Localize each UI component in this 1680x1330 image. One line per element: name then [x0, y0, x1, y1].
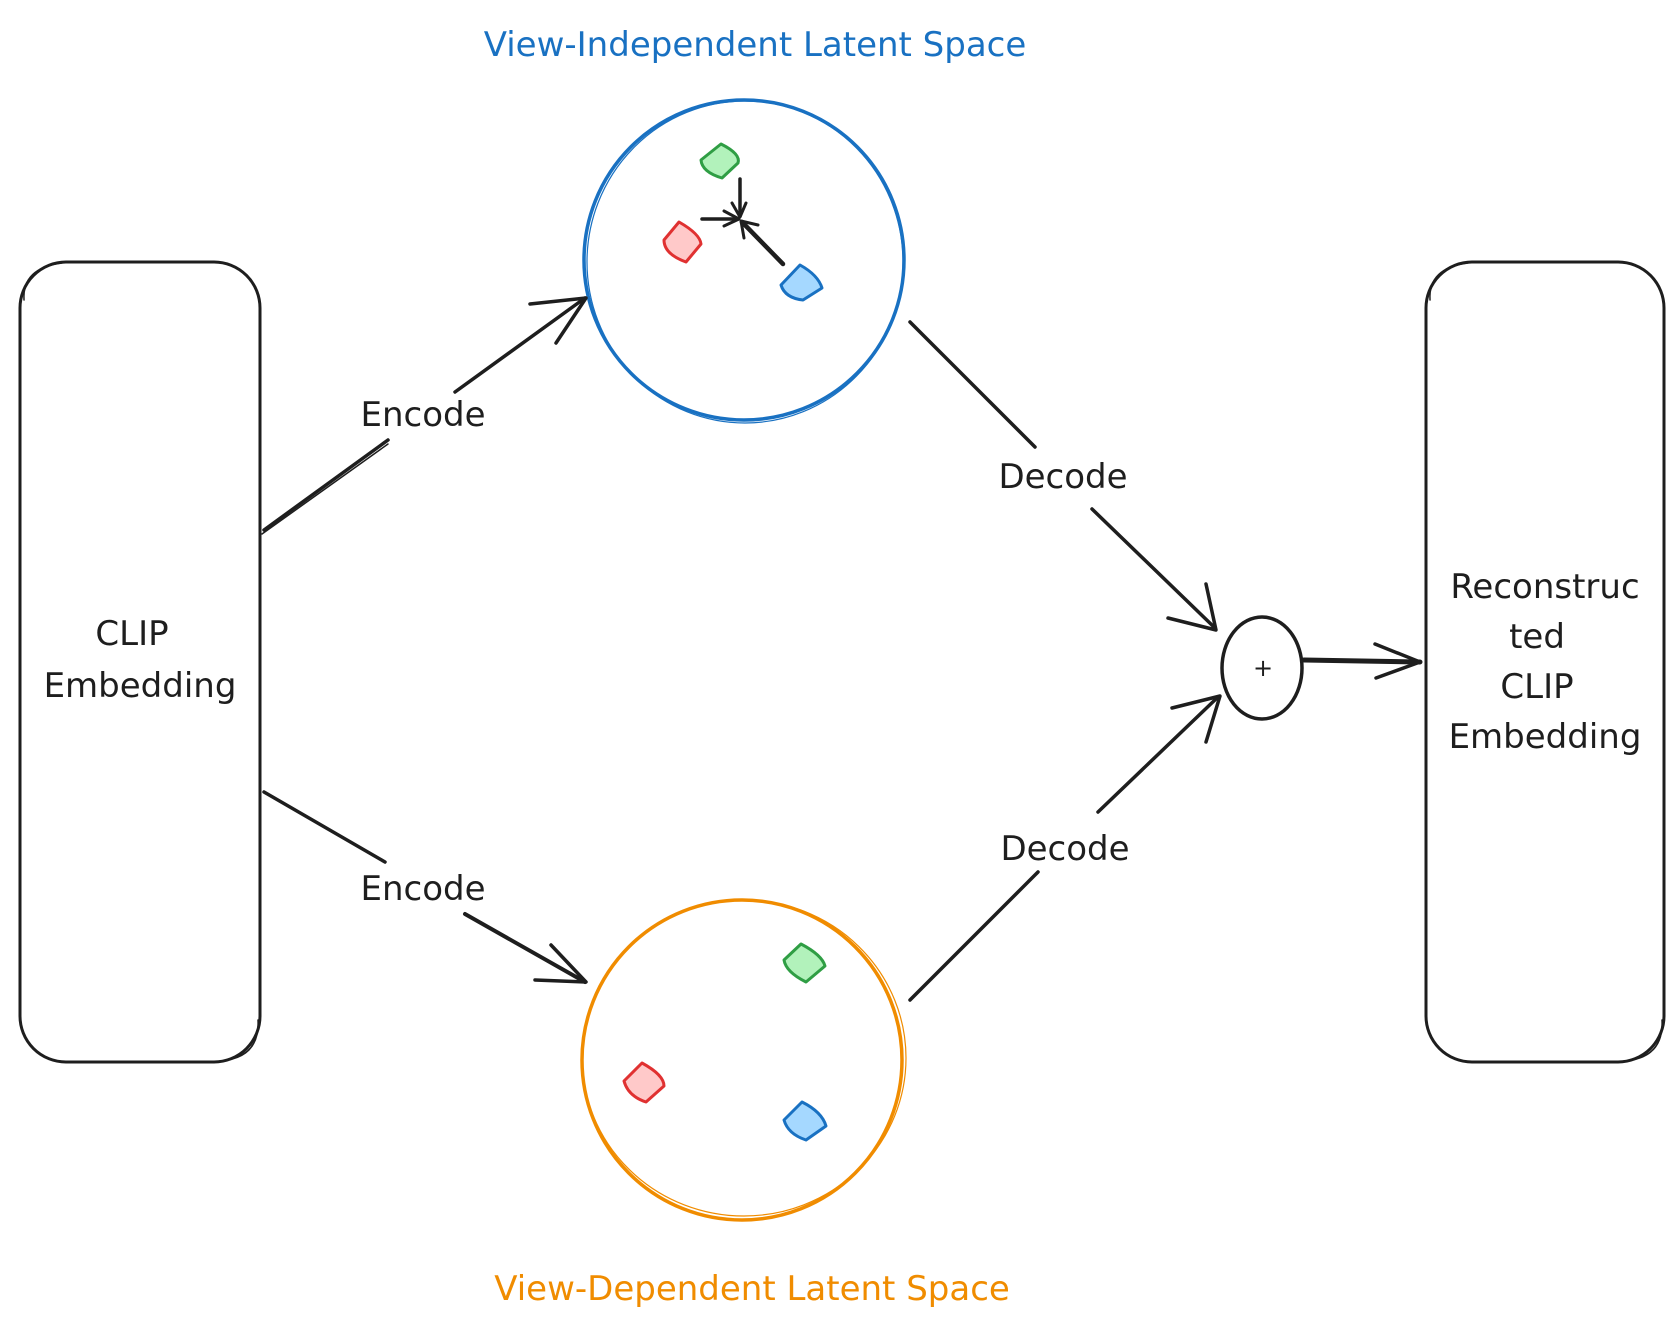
reconstructed-label-line4: Embedding — [1449, 717, 1642, 757]
view-dependent-latent-space — [580, 898, 907, 1222]
reconstructed-label-line2: ted — [1509, 617, 1565, 657]
view-dependent-title: View-Dependent Latent Space — [494, 1269, 1010, 1309]
clip-embedding-box: CLIP Embedding — [18, 260, 262, 1064]
blue-point-dependent — [782, 1100, 828, 1142]
decode-bottom-label: Decode — [1000, 829, 1129, 869]
convergence-arrows — [700, 177, 786, 267]
plus-symbol: + — [1253, 654, 1273, 682]
encode-bottom-arrow — [262, 790, 588, 984]
view-independent-title: View-Independent Latent Space — [484, 25, 1027, 65]
view-independent-latent-space — [582, 98, 906, 424]
red-point-dependent — [622, 1061, 666, 1104]
decode-bottom-arrow — [908, 694, 1222, 1002]
sum-node: + — [1220, 615, 1304, 721]
blue-point-independent — [779, 263, 824, 302]
red-point-independent — [662, 220, 703, 264]
green-point-dependent — [782, 942, 827, 984]
reconstructed-label-line1: Reconstruc — [1450, 567, 1639, 607]
decode-top-label: Decode — [998, 457, 1127, 497]
decode-top-arrow — [908, 320, 1218, 632]
sum-to-output-arrow — [1301, 642, 1423, 680]
reconstructed-label-line3: CLIP — [1500, 667, 1573, 707]
reconstructed-clip-embedding-box: Reconstruc ted CLIP Embedding — [1424, 260, 1666, 1064]
encode-top-label: Encode — [360, 395, 485, 435]
encode-top-arrow — [261, 296, 588, 535]
clip-embedding-label-line2: Embedding — [44, 666, 237, 706]
green-point-independent — [699, 142, 740, 180]
encode-bottom-label: Encode — [360, 869, 485, 909]
clip-embedding-label-line1: CLIP — [95, 614, 168, 654]
